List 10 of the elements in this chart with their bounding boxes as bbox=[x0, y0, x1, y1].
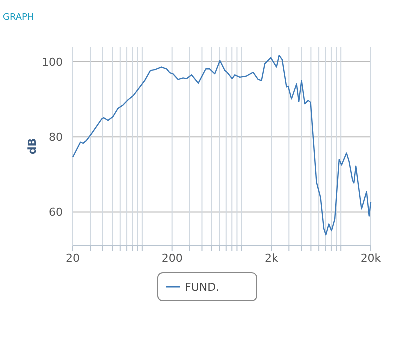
y-axis-title: dB bbox=[26, 138, 39, 155]
legend-label: FUND. bbox=[185, 281, 220, 294]
x-tick-label: 20k bbox=[360, 252, 382, 265]
y-tick-label: 80 bbox=[49, 131, 63, 144]
chart-title: GRAPH bbox=[3, 13, 34, 23]
x-tick-label: 20 bbox=[66, 252, 80, 265]
y-tick-label: 100 bbox=[42, 56, 63, 70]
x-tick-label: 200 bbox=[162, 252, 183, 265]
y-tick-label: 60 bbox=[49, 206, 63, 220]
x-tick-label: 2k bbox=[264, 252, 279, 265]
